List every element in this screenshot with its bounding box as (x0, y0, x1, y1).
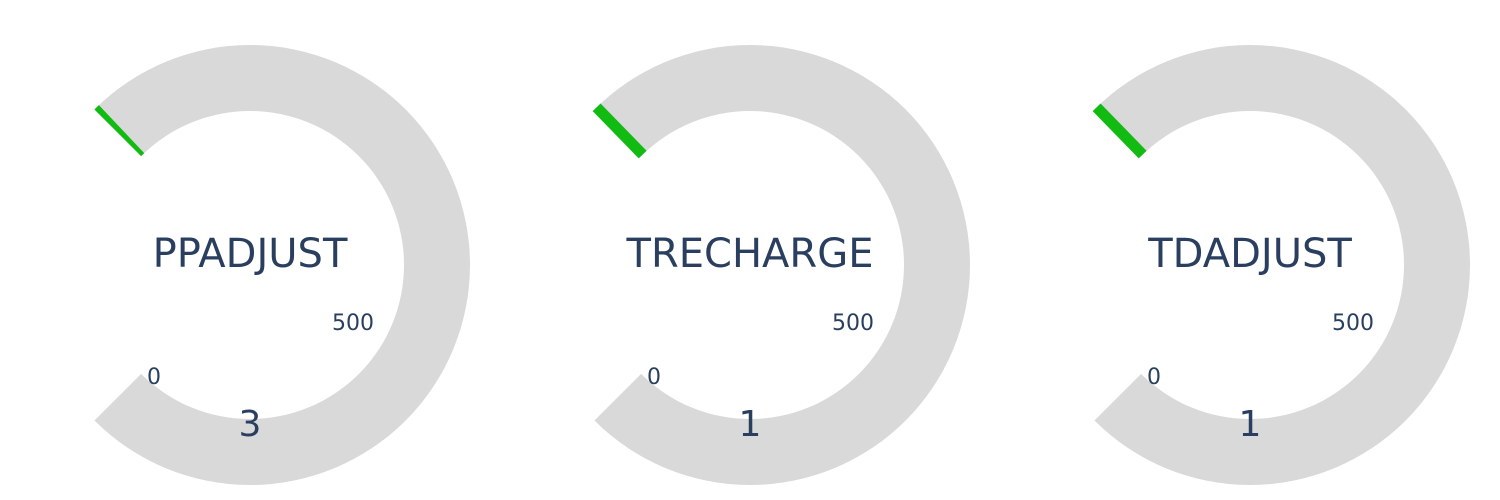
gauge-track (94, 45, 471, 485)
gauge-value: 1 (1239, 404, 1262, 445)
gauge-value: 3 (239, 404, 262, 445)
gauge-tick-max: 500 (1332, 311, 1374, 336)
gauge-tick-max: 500 (832, 311, 874, 336)
gauge-track (594, 45, 971, 485)
gauge-track (1094, 45, 1471, 485)
gauge-tick-min: 0 (147, 365, 161, 390)
gauge-title: TRECHARGE (626, 231, 874, 277)
gauge-trecharge: TRECHARGE 0 500 1 (592, 45, 971, 485)
gauge-title: TDADJUST (1147, 231, 1352, 277)
gauge-ppadjust: PPADJUST 0 500 3 (94, 45, 471, 485)
gauge-value: 1 (739, 404, 762, 445)
gauge-tick-min: 0 (1147, 365, 1161, 390)
gauge-tick-min: 0 (647, 365, 661, 390)
gauge-tick-max: 500 (332, 311, 374, 336)
gauge-title: PPADJUST (153, 231, 348, 277)
gauge-bar (94, 105, 145, 157)
gauge-bar (1092, 103, 1147, 159)
gauge-bar (592, 103, 647, 159)
gauge-tdadjust: TDADJUST 0 500 1 (1092, 45, 1471, 485)
